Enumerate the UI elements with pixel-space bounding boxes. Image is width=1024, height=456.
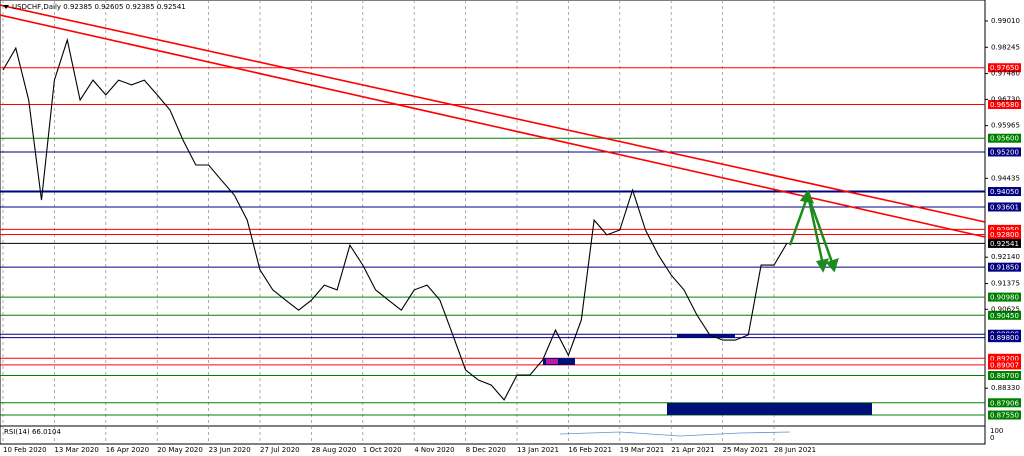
level-label: 0.89007 <box>990 361 1019 369</box>
zone-rect <box>546 359 558 364</box>
y-tick-label: 0.98245 <box>991 43 1020 51</box>
x-tick-label: 28 Jun 2021 <box>774 446 816 454</box>
level-label: 0.92950 <box>990 226 1019 234</box>
level-label: 0.90980 <box>990 294 1019 302</box>
level-label: 0.92541 <box>990 240 1019 248</box>
level-label: 0.87550 <box>990 412 1019 420</box>
level-label-box <box>988 370 1021 380</box>
y-tick-label: 0.91375 <box>991 280 1020 288</box>
y-tick-label: 0.94435 <box>991 174 1020 182</box>
level-label-box <box>988 224 1021 234</box>
indicator-tick: 0 <box>990 434 994 442</box>
x-tick-label: 19 Mar 2021 <box>620 446 664 454</box>
level-label: 0.96580 <box>990 101 1019 109</box>
arrow-path <box>806 194 835 266</box>
zone-rect <box>543 358 575 365</box>
arrow-head <box>825 258 839 273</box>
plot-frame <box>0 0 986 445</box>
level-label: 0.91850 <box>990 264 1019 272</box>
y-tick-label: 0.92140 <box>991 253 1020 261</box>
level-label: 0.95600 <box>990 135 1019 143</box>
level-label-box <box>988 262 1021 272</box>
level-label-box <box>988 398 1021 408</box>
x-tick-label: 20 May 2020 <box>157 446 203 454</box>
level-label: 0.89800 <box>990 334 1019 342</box>
x-tick-label: 28 Aug 2020 <box>311 446 356 454</box>
y-tick-label: 0.96730 <box>991 95 1020 103</box>
level-label: 0.90450 <box>990 312 1019 320</box>
y-tick-label: 0.90625 <box>991 305 1020 313</box>
level-label-box <box>988 410 1021 420</box>
indicator-line <box>559 431 791 437</box>
x-tick-label: 13 Mar 2020 <box>54 446 98 454</box>
x-tick-label: 13 Jan 2021 <box>517 446 559 454</box>
level-label: 0.95200 <box>990 148 1019 156</box>
level-label-box <box>988 310 1021 320</box>
x-tick-label: 1 Oct 2020 <box>363 446 402 454</box>
level-label-box <box>988 238 1021 248</box>
level-label-box <box>988 202 1021 212</box>
level-label-box <box>988 333 1021 343</box>
level-label-box <box>988 292 1021 302</box>
trendline <box>0 4 986 223</box>
level-label-box <box>988 63 1021 73</box>
level-label: 0.88700 <box>990 372 1019 380</box>
y-tick-label: 0.95965 <box>991 122 1020 130</box>
arrow-head <box>799 189 815 204</box>
level-label-box <box>988 230 1021 240</box>
y-tick-label: 0.97480 <box>991 70 1020 78</box>
x-tick-label: 16 Feb 2021 <box>568 446 612 454</box>
x-tick-label: 27 Jul 2020 <box>260 446 300 454</box>
indicator-label: RSI(14) 66.0104 <box>4 428 61 436</box>
trendline <box>0 14 986 238</box>
zone-rect <box>667 403 872 415</box>
level-label: 0.87906 <box>990 399 1019 407</box>
level-label: 0.92800 <box>990 231 1019 239</box>
indicator-tick: 100 <box>990 427 1003 435</box>
x-tick-label: 23 Jun 2020 <box>209 446 251 454</box>
level-label-box <box>988 133 1021 143</box>
arrow-head <box>816 258 830 273</box>
x-tick-label: 4 Nov 2020 <box>414 446 454 454</box>
projection-arrows <box>788 189 839 273</box>
level-label-box <box>988 187 1021 197</box>
level-label-box <box>988 360 1021 370</box>
level-label-box <box>988 353 1021 363</box>
x-tick-label: 16 Apr 2020 <box>106 446 149 454</box>
x-tick-label: 21 Apr 2021 <box>671 446 714 454</box>
level-label-box <box>988 147 1021 157</box>
x-tick-label: 10 Feb 2020 <box>3 446 47 454</box>
x-tick-label: 8 Dec 2020 <box>466 446 506 454</box>
x-tick-label: 25 May 2021 <box>723 446 769 454</box>
level-label: 0.94050 <box>990 188 1019 196</box>
level-label: 0.93601 <box>990 203 1019 211</box>
level-label-box <box>988 100 1021 110</box>
y-tick-label: 0.99010 <box>991 17 1020 25</box>
level-label: 0.89200 <box>990 355 1019 363</box>
title-icon <box>3 5 9 9</box>
price-line <box>2 37 788 401</box>
level-label: 0.97650 <box>990 64 1019 72</box>
y-tick-label: 0.88330 <box>991 384 1020 392</box>
chart-title: USDCHF,Daily 0.92385 0.92605 0.92385 0.9… <box>12 3 186 11</box>
